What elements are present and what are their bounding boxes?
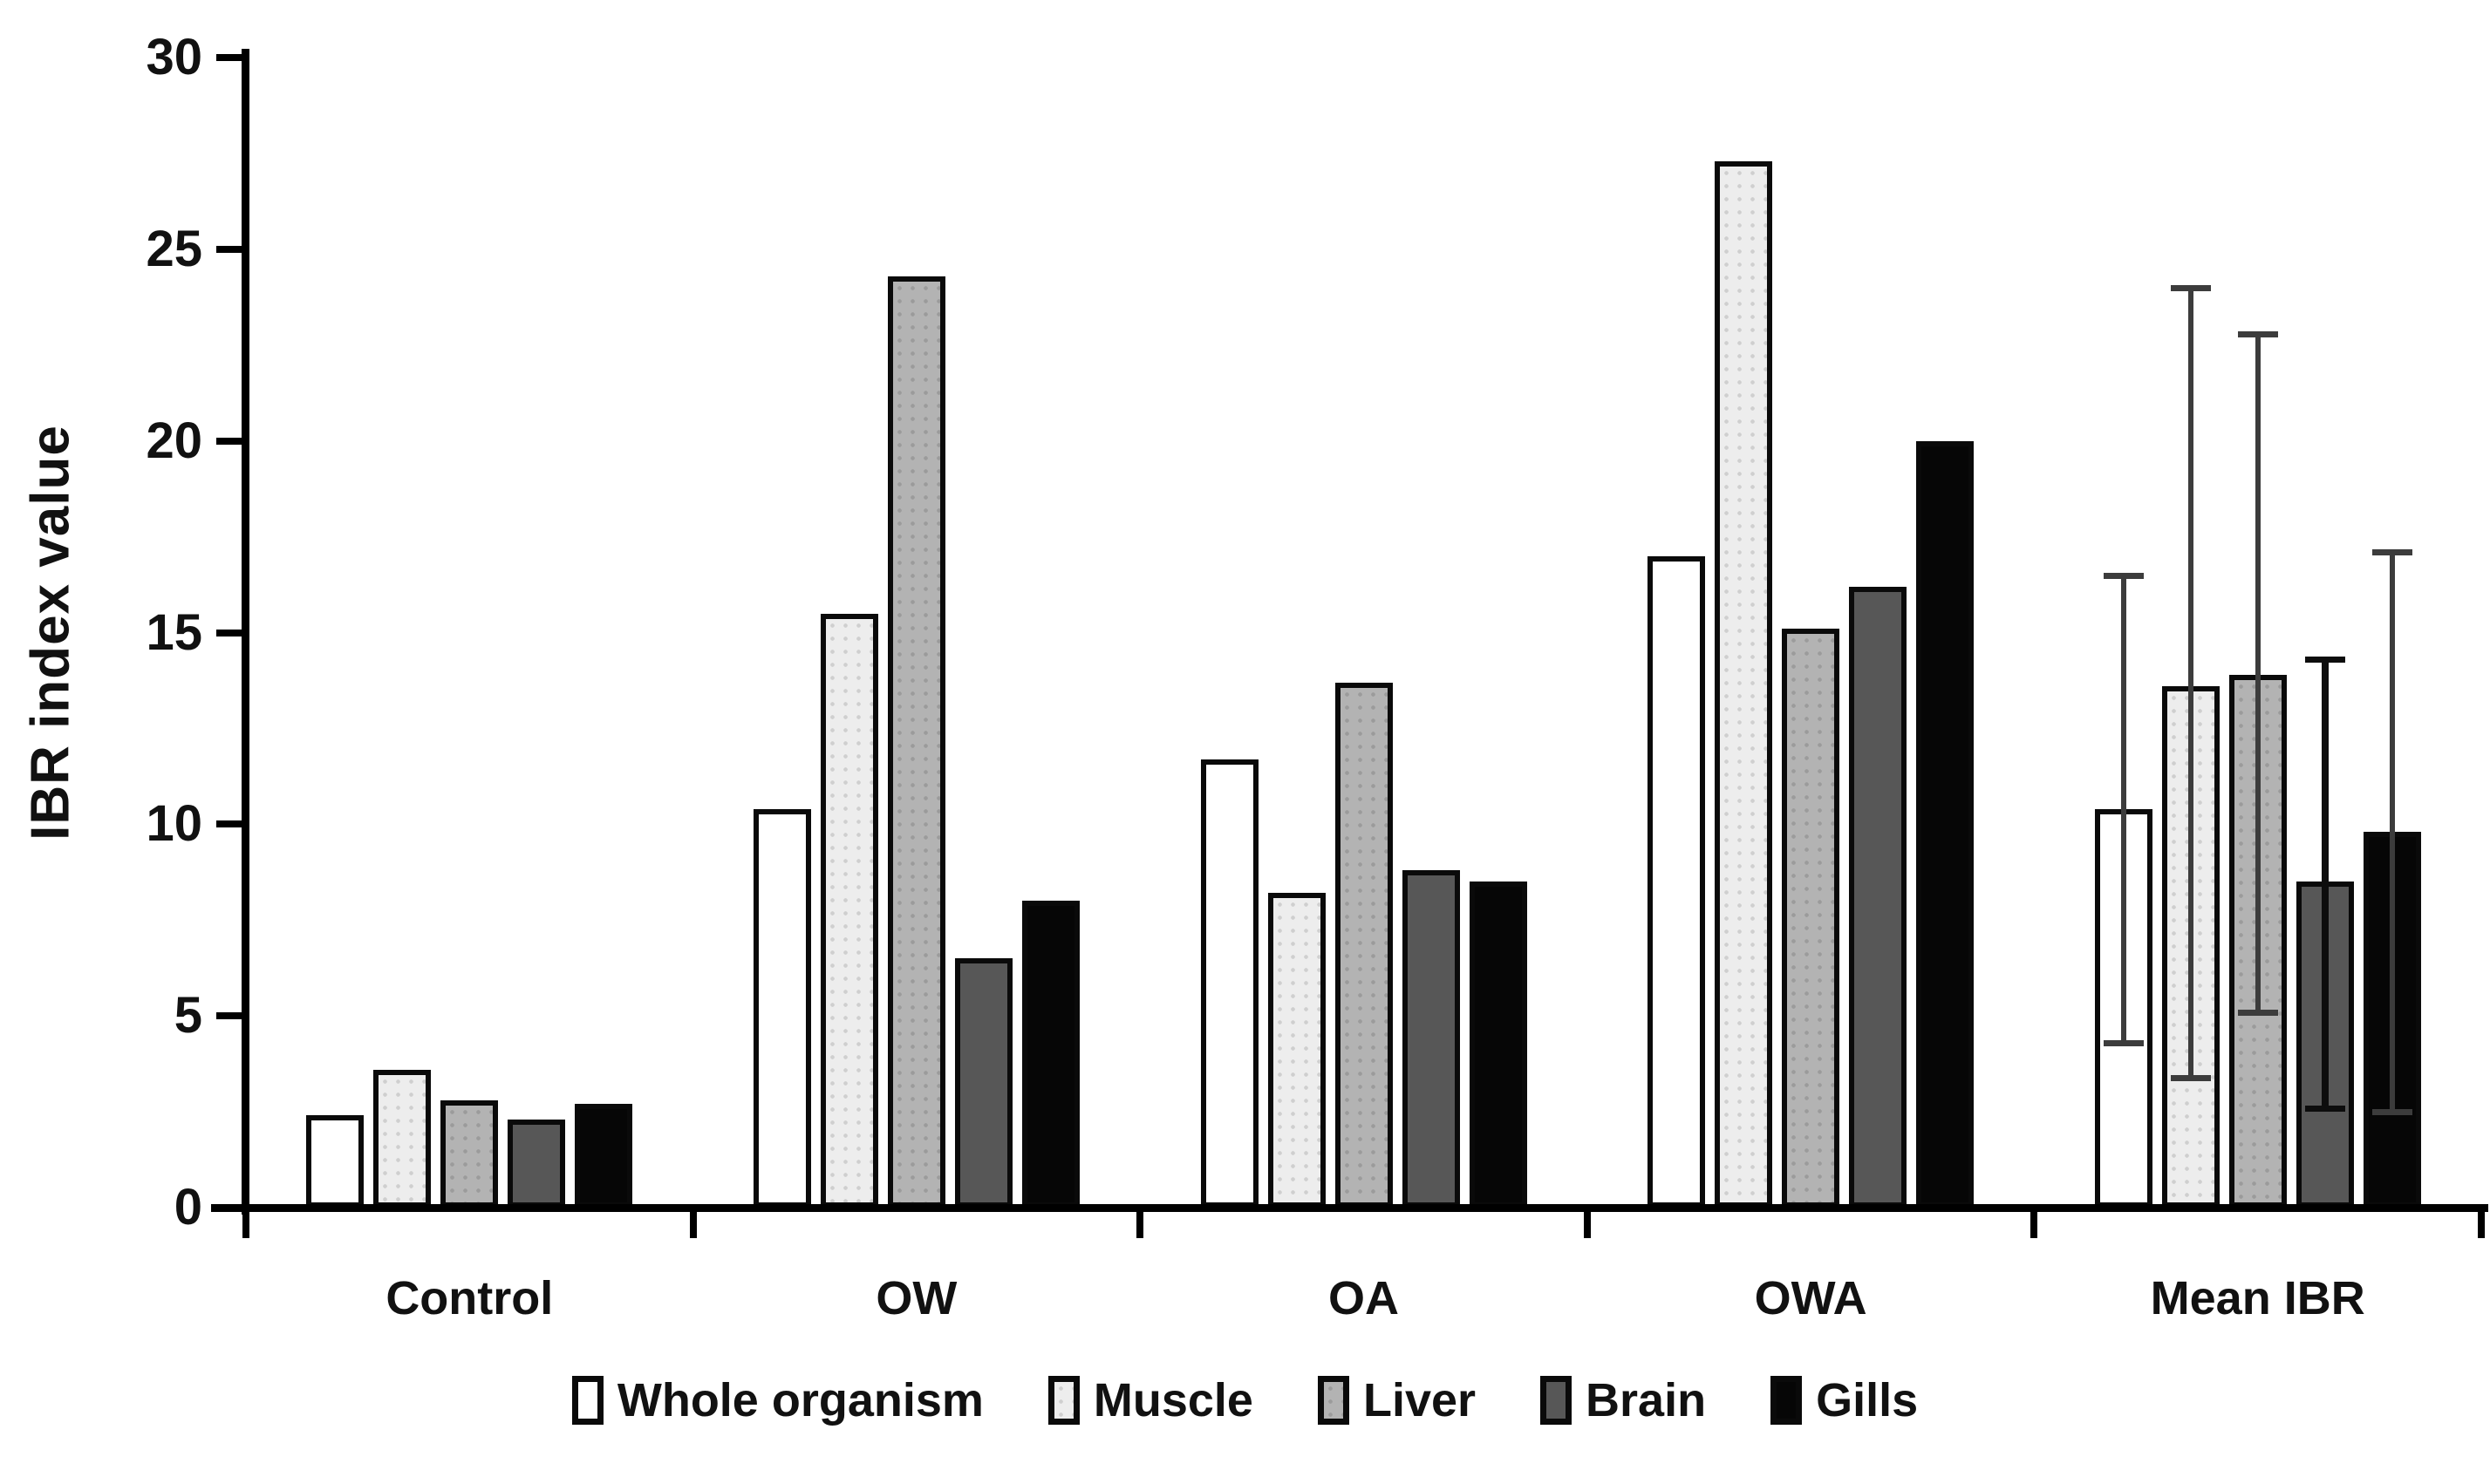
y-tick-label: 20 xyxy=(146,412,202,469)
error-bar-line xyxy=(2321,659,2329,1108)
bar-whole-organism-ow xyxy=(753,808,811,1208)
bar-brain-oa xyxy=(1402,870,1460,1208)
error-bar-line xyxy=(2187,287,2193,1078)
error-bar-line xyxy=(2120,575,2126,1043)
y-tick-mark xyxy=(216,1012,246,1020)
bar-brain-control xyxy=(508,1119,566,1208)
bar-muscle-control xyxy=(373,1069,432,1208)
legend-swatch-muscle xyxy=(1047,1376,1080,1425)
bar-whole-organism-owa xyxy=(1647,555,1706,1208)
x-category-label: Control xyxy=(385,1272,554,1324)
legend-label: Gills xyxy=(1816,1374,1919,1426)
legend-swatch-whole-organism xyxy=(571,1376,604,1425)
x-tick-mark xyxy=(2478,1212,2485,1238)
legend: Whole organism Muscle Liver Brain Gills xyxy=(0,1373,2490,1427)
y-tick-label: 15 xyxy=(146,603,202,661)
y-axis-line xyxy=(242,49,249,1215)
legend-label: Whole organism xyxy=(617,1374,984,1426)
x-tick-mark xyxy=(2030,1212,2038,1238)
legend-item-liver: Liver xyxy=(1317,1373,1477,1427)
legend-item-whole-organism: Whole organism xyxy=(571,1373,984,1427)
legend-item-muscle: Muscle xyxy=(1047,1373,1253,1427)
bar-gills-ow xyxy=(1021,901,1080,1208)
legend-item-gills: Gills xyxy=(1770,1373,1918,1427)
legend-label: Liver xyxy=(1362,1374,1477,1426)
y-tick-label: 25 xyxy=(146,220,202,277)
bar-brain-mean-ibr xyxy=(2296,882,2354,1208)
bar-liver-owa xyxy=(1782,629,1840,1208)
y-tick-mark xyxy=(216,245,246,253)
x-category-label: OA xyxy=(1328,1272,1399,1324)
x-axis-line xyxy=(211,1204,2488,1212)
y-axis-top-tick xyxy=(216,54,246,61)
y-tick-mark xyxy=(216,629,246,636)
x-category-label: Mean IBR xyxy=(2150,1272,2365,1324)
bar-whole-organism-control xyxy=(306,1115,365,1208)
error-bar-cap xyxy=(2237,1009,2278,1016)
error-bar-cap xyxy=(2237,330,2278,337)
error-bar-cap xyxy=(2304,657,2345,664)
bar-whole-organism-oa xyxy=(1200,759,1259,1208)
bar-liver-control xyxy=(440,1099,499,1208)
error-bar-cap xyxy=(2103,572,2144,579)
legend-swatch-gills xyxy=(1770,1376,1803,1425)
error-bar-cap xyxy=(2103,1039,2144,1046)
y-tick-label: 5 xyxy=(174,987,202,1045)
error-bar-cap xyxy=(2170,284,2211,291)
x-category-label: OW xyxy=(876,1272,958,1324)
legend-swatch-liver xyxy=(1317,1376,1349,1425)
bar-gills-owa xyxy=(1916,440,1975,1208)
error-bar-cap xyxy=(2304,1105,2345,1112)
y-tick-label: 10 xyxy=(146,795,202,853)
legend-label: Brain xyxy=(1586,1374,1707,1426)
error-bar-line xyxy=(2255,333,2261,1012)
bar-gills-oa xyxy=(1469,882,1527,1208)
bar-muscle-owa xyxy=(1715,160,1773,1208)
bar-muscle-ow xyxy=(820,613,878,1208)
legend-label: Muscle xyxy=(1093,1374,1253,1426)
x-tick-mark xyxy=(1136,1212,1144,1238)
x-tick-mark xyxy=(689,1212,697,1238)
error-bar-cap xyxy=(2170,1074,2211,1081)
bar-muscle-oa xyxy=(1267,893,1326,1208)
y-tick-label: 0 xyxy=(174,1179,202,1236)
x-tick-mark xyxy=(242,1212,249,1238)
x-tick-mark xyxy=(1583,1212,1591,1238)
error-bar-cap xyxy=(2371,1109,2412,1116)
bar-liver-ow xyxy=(887,276,945,1208)
error-bar-line xyxy=(2389,552,2395,1113)
y-tick-mark xyxy=(216,437,246,445)
bar-brain-ow xyxy=(954,958,1013,1208)
y-tick-mark xyxy=(216,820,246,828)
legend-item-brain: Brain xyxy=(1540,1373,1706,1427)
error-bar-cap xyxy=(2371,549,2412,556)
bar-liver-oa xyxy=(1334,682,1393,1208)
bar-brain-owa xyxy=(1849,586,1907,1208)
bar-gills-control xyxy=(575,1104,633,1208)
y-tick-label: 30 xyxy=(146,29,202,85)
legend-swatch-brain xyxy=(1540,1376,1572,1425)
x-category-label: OWA xyxy=(1754,1272,1867,1324)
